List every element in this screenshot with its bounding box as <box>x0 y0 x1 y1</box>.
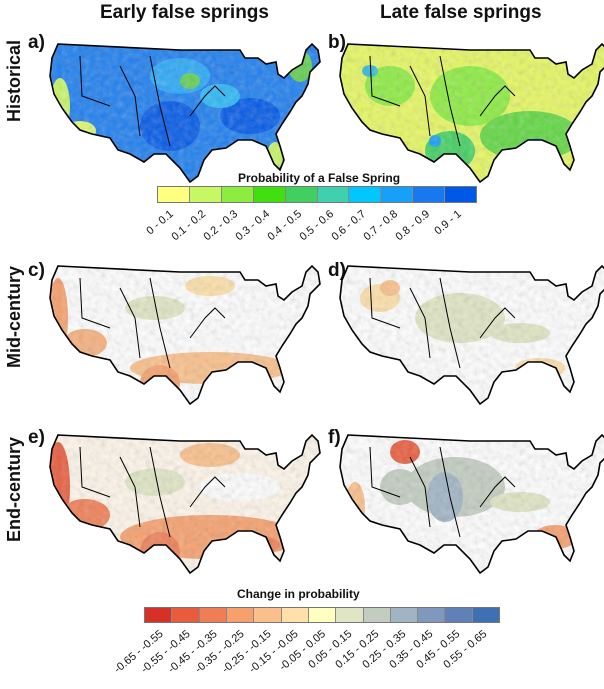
swatch-prob-2 <box>221 187 254 202</box>
swatch-change-12 <box>472 608 500 622</box>
swatch-prob-6 <box>349 187 382 202</box>
panel-label-c: c) <box>28 260 45 281</box>
swatch-change-9 <box>390 608 419 622</box>
swatch-prob-4 <box>285 187 318 202</box>
swatch-change-1 <box>172 608 200 622</box>
tick-prob-4: 0.4 - 0.5 <box>265 208 304 244</box>
tick-prob-1: 0.1 - 0.2 <box>169 208 208 244</box>
tick-prob-7: 0.7 - 0.8 <box>361 208 400 244</box>
tick-prob-9: 0.9 - 1 <box>432 208 464 238</box>
swatch-prob-0 <box>158 187 190 202</box>
panel-label-d: d) <box>328 260 346 281</box>
panel-label-f: f) <box>328 427 341 448</box>
swatch-change-0 <box>145 608 173 622</box>
legend-title-change: Change in probability <box>237 587 360 601</box>
map-late-end-century <box>339 434 604 574</box>
legend-bar-change <box>144 607 500 623</box>
swatch-change-11 <box>445 608 473 622</box>
swatch-prob-5 <box>317 187 350 202</box>
tick-prob-2: 0.2 - 0.3 <box>201 208 240 244</box>
swatch-prob-1 <box>189 187 222 202</box>
map-early-historical <box>49 43 321 183</box>
column-title-late: Late false springs <box>380 2 542 23</box>
row-label-mid-century: Mid-century <box>4 265 24 368</box>
panel-label-b: b) <box>328 32 346 53</box>
swatch-change-3 <box>226 608 255 622</box>
tick-prob-5: 0.5 - 0.6 <box>297 208 336 244</box>
swatch-prob-7 <box>381 187 414 202</box>
swatch-change-2 <box>199 608 227 622</box>
swatch-change-4 <box>254 608 282 622</box>
swatch-change-7 <box>336 608 364 622</box>
panel-label-a: a) <box>28 32 45 53</box>
tick-prob-6: 0.6 - 0.7 <box>329 208 368 244</box>
swatch-change-5 <box>281 608 309 622</box>
map-early-end-century <box>49 434 321 574</box>
map-late-historical <box>339 43 604 183</box>
legend-title-probability: Probability of a False Spring <box>238 171 401 185</box>
swatch-change-10 <box>418 608 446 622</box>
swatch-prob-9 <box>445 187 477 202</box>
map-early-mid-century <box>49 265 321 405</box>
legend-bar-probability <box>157 186 477 203</box>
map-late-mid-century <box>339 265 604 405</box>
swatch-prob-8 <box>413 187 446 202</box>
column-title-early: Early false springs <box>100 2 269 23</box>
panel-label-e: e) <box>28 427 45 448</box>
row-label-end-century: End-century <box>4 436 24 542</box>
tick-prob-8: 0.8 - 0.9 <box>393 208 432 244</box>
swatch-prob-3 <box>253 187 286 202</box>
tick-prob-3: 0.3 - 0.4 <box>233 208 272 244</box>
swatch-change-6 <box>308 608 337 622</box>
swatch-change-8 <box>363 608 391 622</box>
row-label-historical: Historical <box>4 39 24 122</box>
